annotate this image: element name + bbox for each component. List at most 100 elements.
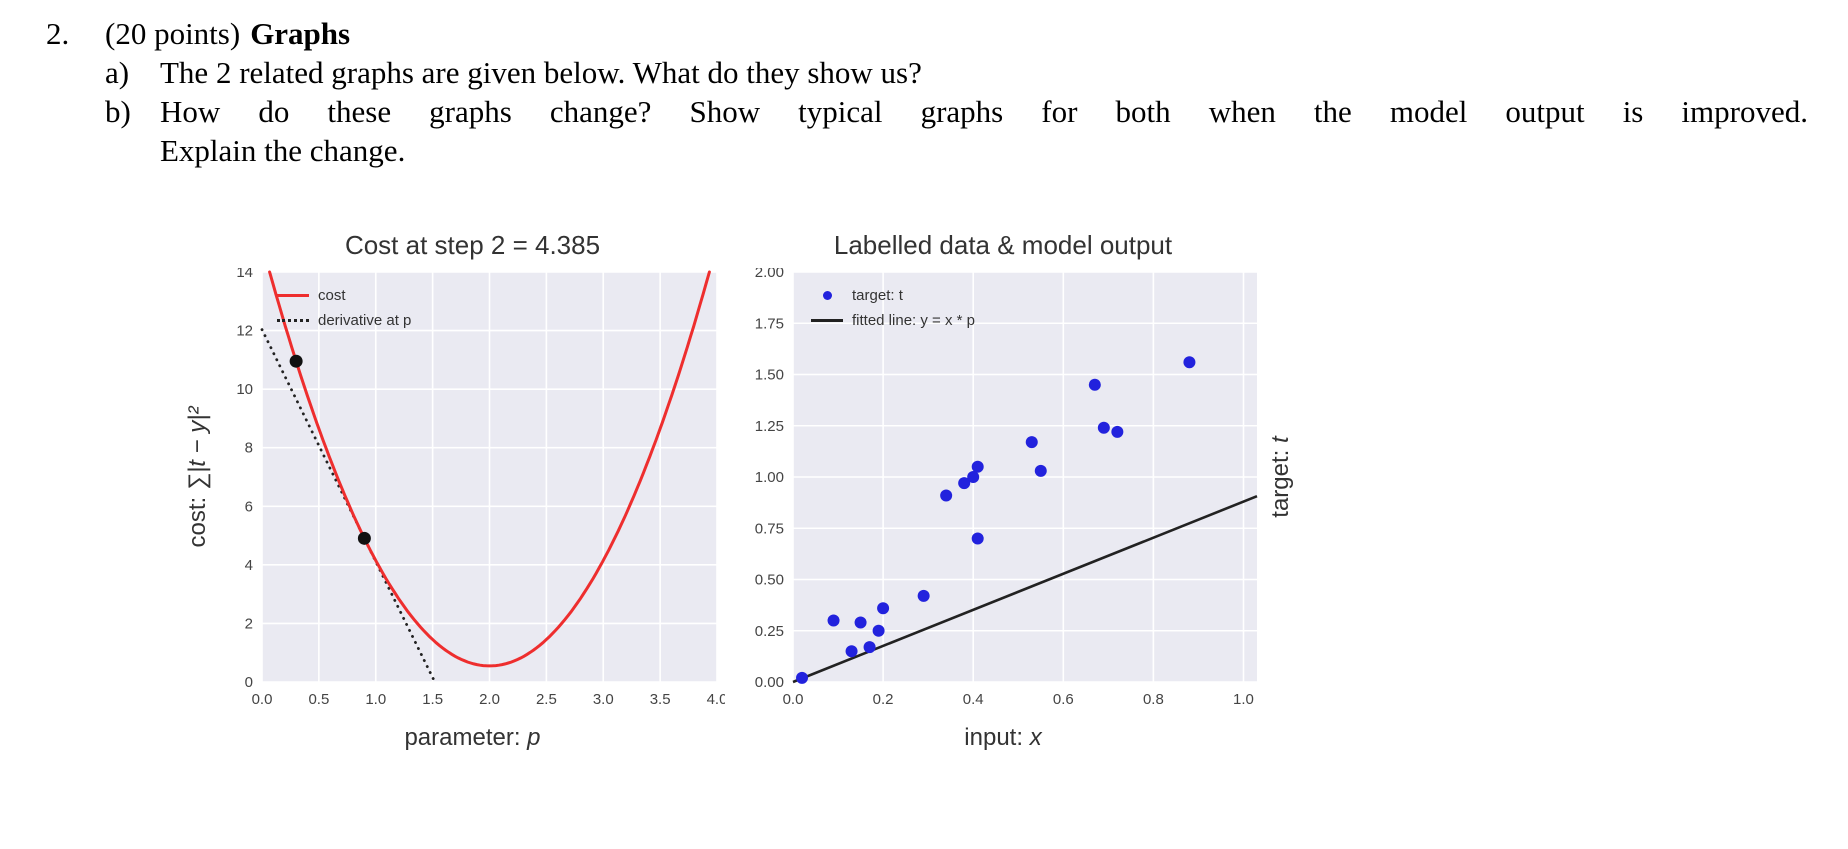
scatter-point [940, 489, 953, 502]
grid [261, 271, 718, 683]
cost-chart: Cost at step 2 = 4.385 cost: ∑|t − y|² 0… [184, 230, 730, 760]
tick-labels: 0.0 0.5 1.0 1.5 2.0 2.5 3.0 3.5 4.0 0 2 4 6 8 10 12 14 [236, 268, 725, 708]
ylabel-math: ∑|t − y|² [184, 406, 211, 491]
x-tick-label: 1.0 [365, 691, 386, 708]
legend-item-cost: cost [277, 283, 411, 308]
data-model-chart-plot: 0.0 0.2 0.4 0.6 0.8 1.0 0.00 0.25 0.50 0.75 1.00 1.… [755, 268, 1258, 708]
item-b-label: b) [105, 94, 131, 129]
ylabel-text: cost: [184, 490, 211, 548]
y-tick-label: 14 [236, 268, 253, 281]
ylabel-math: t [1267, 436, 1294, 443]
legend-label-target: target: t [852, 287, 903, 304]
x-tick-label: 0.2 [873, 691, 894, 708]
derivative-tangent-line [260, 328, 437, 684]
data-model-chart-ylabel: target: t [1267, 252, 1297, 702]
x-tick-label: 4.0 [707, 691, 725, 708]
step-point [289, 354, 303, 368]
question-header: 2. (20 points) Graphs [46, 14, 1808, 53]
y-tick-label: 2 [245, 615, 253, 632]
y-tick-label: 4 [245, 557, 253, 574]
y-tick-label: 0.75 [755, 520, 784, 537]
fitted-line-swatch [811, 319, 843, 322]
y-tick-label: 1.00 [755, 469, 784, 486]
scatter-point [958, 477, 971, 490]
cost-chart-xlabel: parameter: p [220, 724, 725, 752]
xlabel-math: p [527, 724, 541, 751]
x-tick-label: 0.8 [1143, 691, 1164, 708]
y-tick-label: 0 [245, 674, 253, 691]
scatter-point [872, 624, 885, 637]
target-dot [822, 291, 832, 300]
cost-chart-title: Cost at step 2 = 4.385 [344, 230, 601, 260]
cost-line-swatch [277, 294, 309, 297]
y-tick-label: 1.50 [755, 367, 784, 384]
xlabel-text: parameter: [404, 724, 528, 751]
derivative-line-swatch [277, 319, 309, 322]
y-tick-label: 6 [245, 498, 253, 515]
data-model-chart: Labelled data & model output 0.0 0.2 0.4 0.… [735, 230, 1335, 760]
y-tick-label: 0.25 [755, 623, 784, 640]
item-a-text: The 2 related graphs are given below. Wh… [160, 55, 922, 90]
question-points: (20 points) [105, 16, 241, 51]
data-model-chart-title: Labelled data & model output [833, 230, 1173, 260]
scatter-point [971, 532, 984, 545]
scatter-point [971, 460, 984, 473]
question-item-b: b) How do these graphs change? Show typi… [46, 92, 1808, 170]
x-tick-label: 0.4 [963, 691, 984, 708]
scatter-point [863, 641, 876, 654]
xlabel-text: input: [964, 724, 1030, 751]
target-dot-swatch [811, 291, 843, 301]
y-tick-label: 8 [245, 440, 253, 457]
scatter-point [827, 614, 840, 627]
item-a-label: a) [105, 55, 130, 90]
cost-chart-legend: cost derivative at p [277, 283, 411, 333]
scatter-point [845, 645, 858, 658]
y-tick-label: 1.25 [755, 418, 784, 435]
item-b-line2: Explain the change. [160, 133, 406, 168]
data-model-chart-legend: target: t fitted line: y = x * p [811, 283, 975, 333]
item-b-line1: How do these graphs change? Show typical… [160, 94, 1808, 129]
question-item-a: a) The 2 related graphs are given below.… [46, 53, 1808, 92]
xlabel-math: x [1029, 724, 1042, 751]
x-tick-label: 0.0 [783, 691, 804, 708]
x-tick-label: 2.0 [479, 691, 500, 708]
x-tick-label: 3.5 [650, 691, 671, 708]
cost-chart-plot: 0.0 0.5 1.0 1.5 2.0 2.5 3.0 3.5 4.0 0 2 4 6 8 10 12 14 [236, 268, 725, 708]
step-point [357, 531, 371, 545]
legend-label-derivative: derivative at p [318, 312, 412, 329]
x-tick-label: 0.0 [252, 691, 273, 708]
x-tick-label: 3.0 [593, 691, 614, 708]
scatter-point [917, 589, 930, 602]
scatter-point [1034, 464, 1047, 477]
item-b-text: How do these graphs change? Show typical… [160, 92, 1808, 170]
y-tick-label: 2.00 [755, 268, 784, 281]
scatter-point [967, 471, 980, 483]
x-tick-label: 0.6 [1053, 691, 1074, 708]
scatter-point [1097, 421, 1110, 434]
grid [792, 271, 1257, 683]
cost-chart-ylabel: cost: ∑|t − y|² [184, 252, 214, 702]
ylabel-text: target: [1267, 442, 1294, 518]
y-tick-label: 1.75 [755, 315, 784, 332]
scatter-point [1111, 425, 1124, 438]
x-tick-label: 1.5 [422, 691, 443, 708]
legend-item-fitted-line: fitted line: y = x * p [811, 308, 975, 333]
question-number: 2. [46, 16, 70, 51]
scatter-point [854, 616, 867, 629]
y-tick-label: 10 [236, 381, 253, 398]
legend-item-target: target: t [811, 283, 975, 308]
x-tick-label: 2.5 [536, 691, 557, 708]
scatter-point [796, 671, 809, 684]
question-title: Graphs [250, 16, 351, 51]
legend-label-cost: cost [318, 287, 346, 304]
scatter-point [877, 602, 890, 615]
scatter-point [1088, 378, 1101, 391]
y-tick-label: 0.00 [755, 674, 784, 691]
y-tick-label: 0.50 [755, 572, 784, 589]
y-tick-label: 12 [236, 323, 253, 340]
cost-curve [268, 270, 711, 668]
x-tick-label: 0.5 [308, 691, 329, 708]
x-tick-label: 1.0 [1233, 691, 1254, 708]
exam-question: 2. (20 points) Graphs a) The 2 related g… [0, 0, 1848, 170]
scatter-point [1183, 356, 1196, 369]
